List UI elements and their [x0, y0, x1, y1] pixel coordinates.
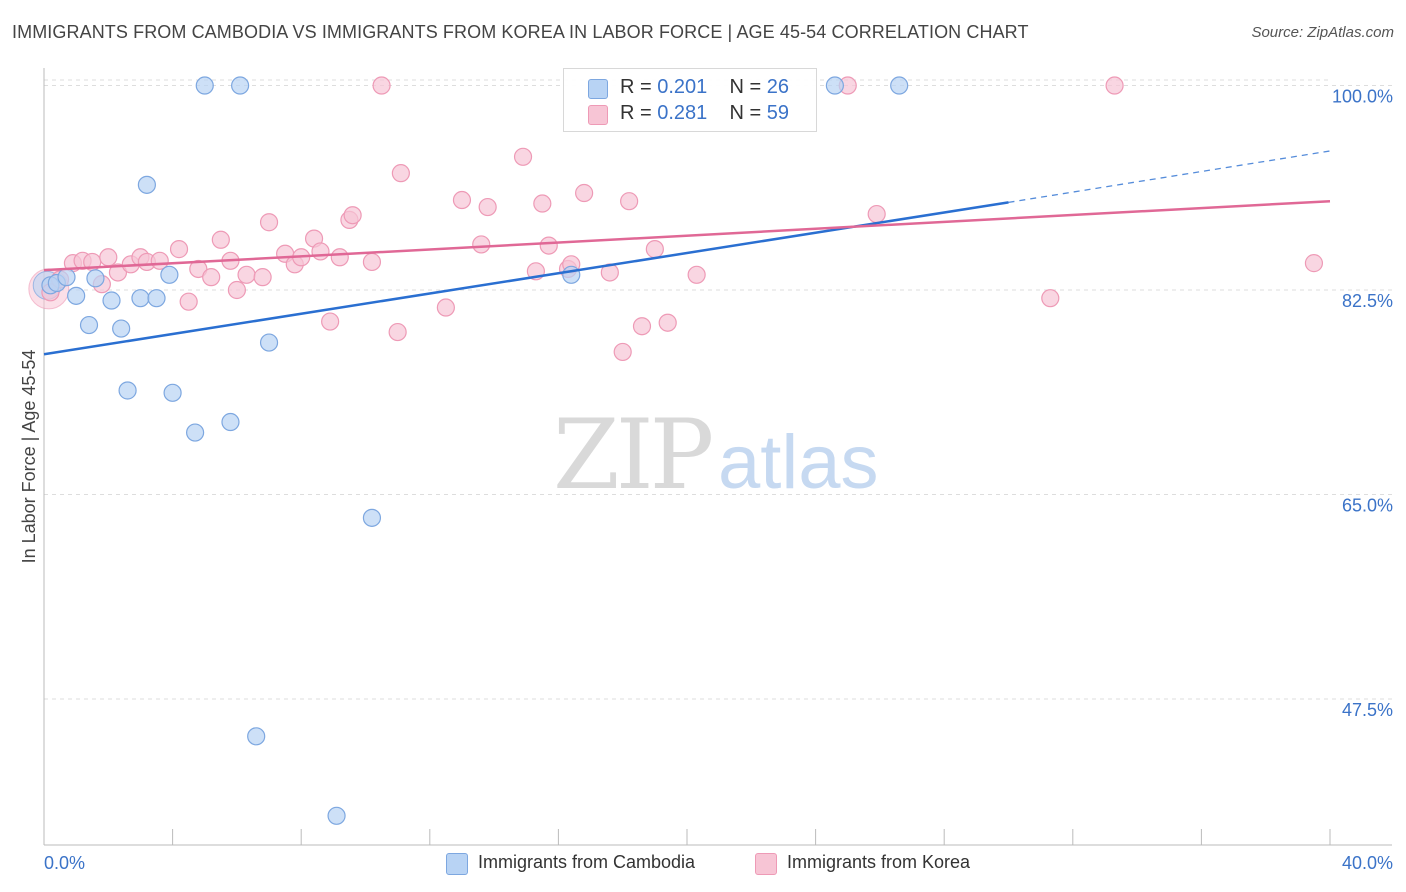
correlation-legend: R = 0.201 N = 26 R = 0.281 N = 59 [563, 68, 817, 132]
korea-point [330, 248, 349, 267]
legend-korea-n-value: 59 [766, 102, 790, 124]
korea-point [1304, 254, 1324, 273]
y-axis-title: In Labor Force | Age 45-54 [19, 350, 39, 564]
korea-point [343, 206, 362, 225]
watermark-atlas: atlas [718, 420, 879, 505]
cambodia-point [137, 175, 156, 194]
y-tick-label: 65.0% [1342, 495, 1393, 515]
legend-label-korea: Immigrants from Korea [787, 852, 971, 872]
y-tick-label: 82.5% [1342, 291, 1393, 311]
korea-swatch [588, 105, 608, 125]
chart-title: IMMIGRANTS FROM CAMBODIA VS IMMIGRANTS F… [12, 22, 1029, 42]
korea-point [658, 313, 677, 332]
legend-label-cambodia: Immigrants from Cambodia [478, 852, 696, 872]
korea-point [632, 317, 652, 336]
legend-cambodia-r-value: 0.201 [657, 76, 708, 98]
korea-point [620, 192, 639, 211]
cambodia-point [147, 289, 166, 308]
cambodia-point [247, 727, 266, 746]
axes [43, 68, 1392, 846]
korea-point [613, 342, 632, 362]
cambodia-point [131, 289, 150, 308]
cambodia-point [102, 291, 121, 310]
legend-korea-n-label: N = [729, 102, 762, 124]
watermark: ZIP atlas [553, 399, 879, 511]
korea-point [513, 147, 533, 166]
korea-point [311, 242, 330, 261]
cambodia-point [67, 286, 86, 305]
legend-cambodia-n-value: 26 [766, 76, 790, 98]
cambodia-swatch [588, 79, 608, 99]
cambodia-point [112, 319, 131, 338]
cambodia-point [890, 76, 909, 95]
chart-source: Source: ZipAtlas.com [1251, 24, 1394, 41]
korea-point [539, 236, 558, 255]
korea-point [179, 292, 198, 311]
trend-lines [43, 150, 1331, 356]
legend-korea-r-label: R = [620, 102, 652, 124]
watermark-zip: ZIP [553, 399, 712, 511]
korea-legend-swatch [755, 853, 777, 875]
legend-korea-r-value: 0.281 [657, 102, 708, 124]
cambodia-point [86, 269, 105, 288]
korea-point [253, 268, 272, 287]
cambodia-trend-extension [1008, 150, 1331, 204]
x-tick-label-min: 0.0% [44, 853, 85, 873]
korea-point [1041, 289, 1060, 308]
korea-point [645, 240, 664, 259]
cambodia-point [195, 76, 214, 95]
legend-cambodia-n-label: N = [729, 76, 762, 98]
cambodia-point [231, 76, 250, 95]
cambodia-point [221, 412, 240, 432]
korea-point [321, 312, 340, 331]
legend-cambodia-r-label: R = [620, 76, 652, 98]
cambodia-point [562, 265, 581, 284]
korea-point [362, 252, 382, 272]
cambodia-point [79, 315, 99, 335]
korea-point [1105, 76, 1124, 95]
korea-point [472, 235, 491, 254]
korea-point [227, 280, 246, 300]
korea-point [259, 213, 279, 232]
legend-cambodia-text: R = 0.201 N = 26 [620, 76, 789, 99]
cambodia-point [160, 265, 179, 284]
korea-point [452, 190, 472, 210]
cambodia-point [362, 508, 382, 527]
data-points [28, 76, 1324, 825]
cambodia-point [57, 268, 76, 287]
korea-point [391, 164, 410, 183]
korea-point [202, 268, 221, 287]
legend-korea-text: R = 0.281 N = 59 [620, 102, 789, 125]
korea-point [237, 265, 256, 284]
cambodia-point [163, 383, 182, 402]
cambodia-point [118, 381, 137, 400]
korea-point [169, 240, 189, 259]
korea-point [189, 259, 208, 279]
cambodia-point [259, 333, 279, 352]
korea-point [533, 194, 552, 213]
korea-point [372, 76, 391, 95]
series-legend: Immigrants from Cambodia Immigrants from… [0, 850, 1406, 880]
y-tick-label: 47.5% [1342, 700, 1393, 720]
cambodia-legend-swatch [446, 853, 468, 875]
cambodia-point [825, 76, 844, 95]
korea-point [388, 322, 407, 342]
korea-point [687, 265, 706, 284]
gridlines [44, 79, 1392, 700]
axis-labels: 47.5% 65.0% 82.5% 100.0% 0.0% 40.0% In Labor F… [19, 87, 1393, 873]
korea-point [867, 204, 886, 224]
x-tick-label-max: 40.0% [1342, 853, 1393, 873]
korea-point [575, 183, 594, 203]
korea-point [108, 263, 128, 282]
korea-point [99, 248, 118, 267]
korea-point [478, 197, 497, 217]
cambodia-point [186, 423, 205, 442]
cambodia-point [327, 806, 346, 825]
korea-trend-line [43, 199, 1331, 272]
y-tick-label: 100.0% [1332, 87, 1393, 107]
korea-point [436, 298, 455, 317]
korea-point [211, 230, 230, 249]
